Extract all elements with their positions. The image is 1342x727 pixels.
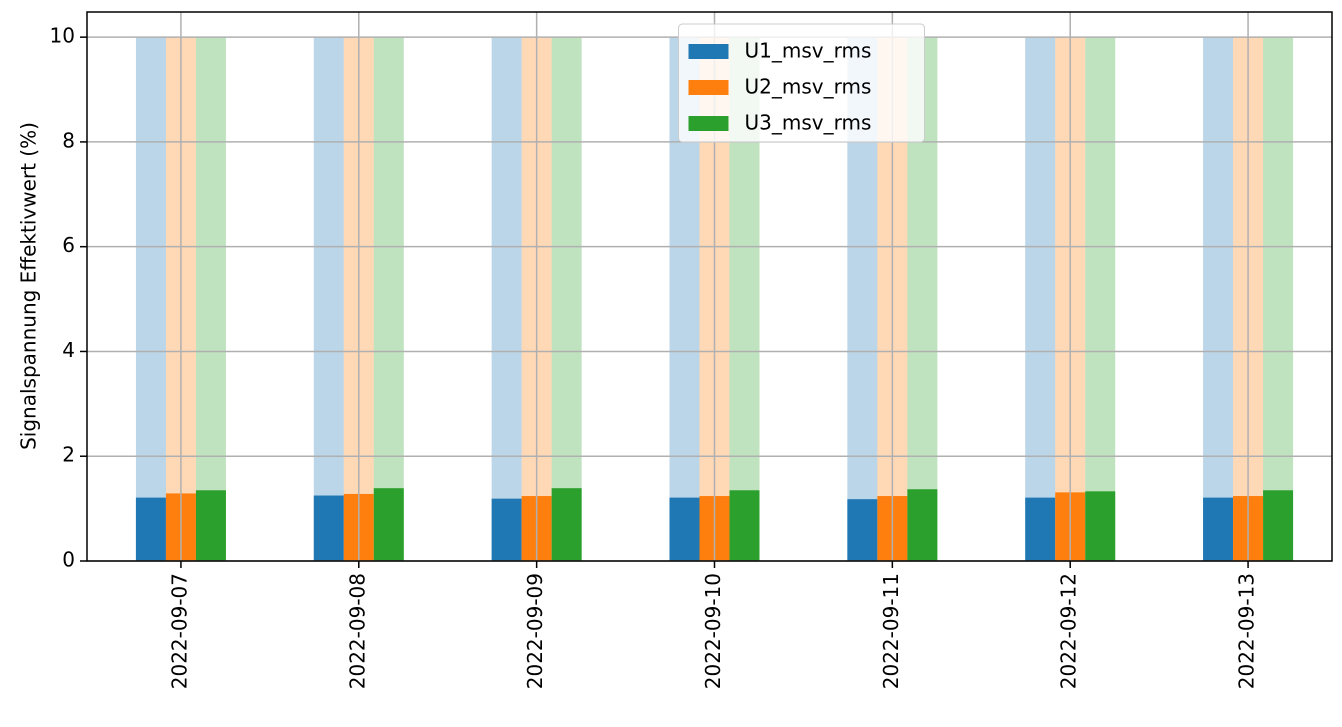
limit-bar — [195, 37, 226, 562]
legend-box — [678, 23, 925, 143]
limit-bar — [551, 37, 582, 562]
legend-swatch — [688, 44, 729, 59]
bar — [669, 497, 700, 561]
limit-bar — [1203, 37, 1234, 562]
plot-frame — [86, 11, 1333, 562]
limit-bar — [313, 37, 344, 562]
legend-label: U2_msv_rms — [745, 75, 872, 99]
y-axis-label: Signalspannung Effektivwert (%) — [17, 122, 41, 450]
bar — [1025, 497, 1056, 561]
bar — [729, 490, 760, 561]
x-tick-label: 2022-09-08 — [345, 573, 369, 689]
y-tick-label: 6 — [62, 233, 75, 257]
bar — [907, 489, 938, 561]
bar — [135, 497, 166, 561]
legend-swatch — [688, 116, 729, 131]
bar — [847, 499, 878, 561]
y-tick-label: 4 — [62, 338, 75, 362]
y-tick-label: 8 — [62, 128, 75, 152]
legend-label: U3_msv_rms — [745, 111, 872, 135]
bar — [491, 498, 522, 561]
x-tick-label: 2022-09-09 — [523, 573, 547, 689]
x-tick-label: 2022-09-11 — [879, 573, 903, 689]
y-tick-label: 2 — [62, 443, 75, 467]
limit-bar — [1025, 37, 1056, 562]
bar — [373, 488, 404, 561]
limit-bar — [1263, 37, 1294, 562]
y-tick-label: 0 — [62, 548, 75, 572]
bar — [551, 488, 582, 561]
limit-bar — [373, 37, 404, 562]
limit-bar — [491, 37, 522, 562]
legend-label: U1_msv_rms — [745, 39, 872, 63]
bar — [1085, 491, 1116, 561]
x-tick-label: 2022-09-13 — [1235, 573, 1259, 689]
bar — [1203, 497, 1234, 561]
x-tick-label: 2022-09-12 — [1057, 573, 1081, 689]
x-tick-label: 2022-09-07 — [167, 573, 191, 689]
x-tick-label: 2022-09-10 — [701, 573, 725, 689]
bar — [1263, 490, 1294, 561]
bar — [195, 490, 226, 561]
limit-bar — [135, 37, 166, 562]
limit-bar — [1085, 37, 1116, 562]
y-tick-label: 10 — [50, 24, 75, 48]
legend: U1_msv_rms U2_msv_rms U3_msv_rms — [678, 23, 925, 143]
bar — [313, 495, 344, 561]
legend-swatch — [688, 80, 729, 95]
